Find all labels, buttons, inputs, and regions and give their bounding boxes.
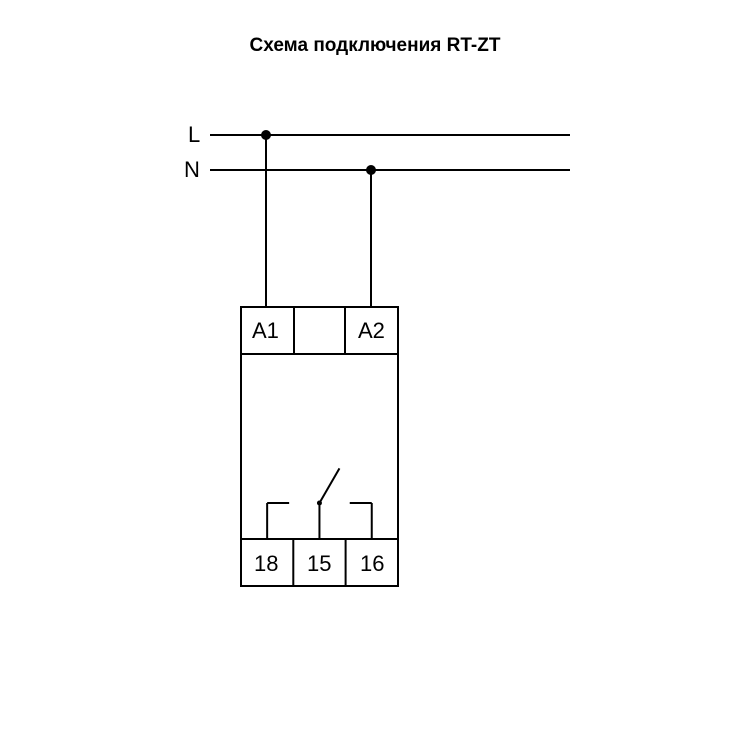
wiring-diagram [0, 0, 750, 750]
